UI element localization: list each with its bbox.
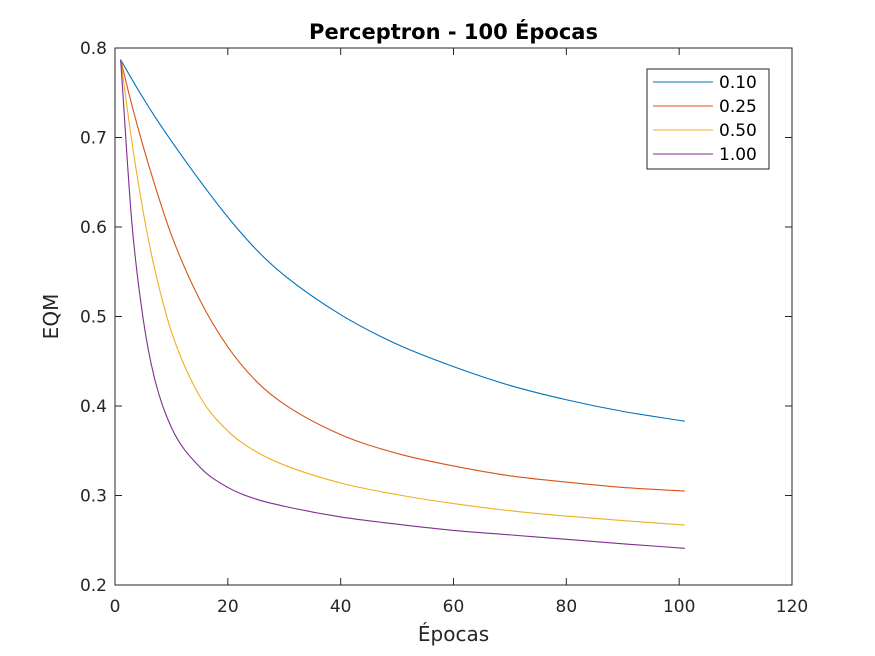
legend-label: 0.10 xyxy=(719,73,757,93)
x-tick-label: 40 xyxy=(330,597,352,617)
y-tick-label: 0.6 xyxy=(80,218,107,238)
legend-label: 0.25 xyxy=(719,97,757,117)
y-tick-label: 0.8 xyxy=(80,39,107,59)
y-tick-label: 0.5 xyxy=(80,308,107,328)
y-tick-label: 0.2 xyxy=(80,576,107,596)
x-tick-label: 80 xyxy=(556,597,578,617)
series-line-1 xyxy=(120,59,685,492)
x-axis-label: Épocas xyxy=(418,622,489,646)
legend-label: 1.00 xyxy=(719,145,757,165)
legend-box xyxy=(646,68,770,170)
series-line-2 xyxy=(120,59,685,526)
chart-title: Perceptron - 100 Épocas xyxy=(309,19,598,44)
y-tick-label: 0.4 xyxy=(80,397,107,417)
series-layer xyxy=(120,59,685,549)
ticks-layer: 0 20 40 60 80 100 120 0.2 0.3 0.4 0.5 0.6 0.7 0.8 xyxy=(80,39,808,617)
y-axis-label: EQM xyxy=(39,294,63,340)
x-tick-label: 20 xyxy=(217,597,239,617)
legend: 0.10 0.25 0.50 1.00 xyxy=(646,68,770,170)
x-tick-label: 120 xyxy=(776,597,808,617)
legend-label: 0.50 xyxy=(719,121,757,141)
y-tick-label: 0.3 xyxy=(80,487,107,507)
x-tick-label: 0 xyxy=(110,597,121,617)
y-tick-label: 0.7 xyxy=(80,129,107,149)
x-tick-label: 60 xyxy=(443,597,465,617)
series-line-0 xyxy=(120,59,685,422)
series-line-3 xyxy=(120,59,685,549)
x-tick-label: 100 xyxy=(663,597,695,617)
